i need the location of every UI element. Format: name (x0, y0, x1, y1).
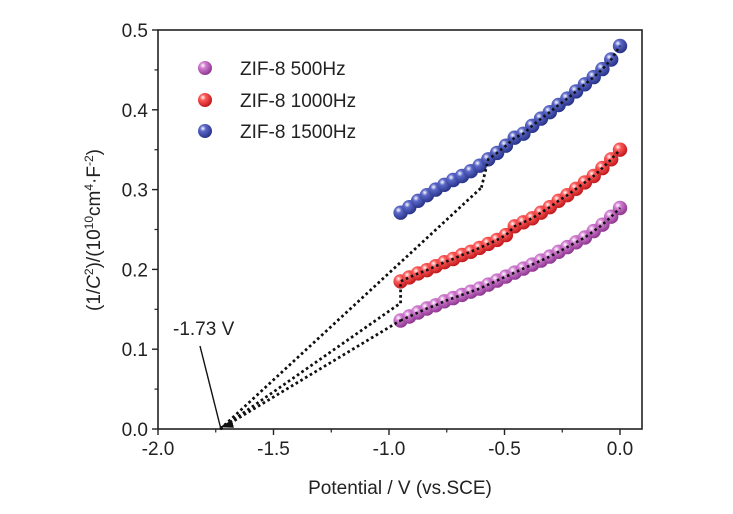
x-axis-title: Potential / V (vs.SCE) (308, 478, 492, 499)
legend-label: ZIF-8 1000Hz (240, 91, 356, 112)
fit-line-segment (480, 45, 622, 188)
legend-label: ZIF-8 500Hz (240, 59, 346, 80)
fit-lines-overlay (219, 45, 622, 431)
y-tick-label: 0.3 (122, 181, 148, 202)
y-axis-title: (1/C2)/(1010cm4·F-2) (82, 149, 105, 311)
legend: ZIF-8 500Hz ZIF-8 1000Hz ZIF-8 1500Hz (198, 59, 356, 143)
annotation-label: -1.73 V (173, 319, 235, 340)
x-axis-ticks: -2.0 -1.5 -1.0 -0.5 0.0 (142, 429, 633, 460)
legend-marker-1500hz (198, 124, 212, 138)
legend-item: ZIF-8 500Hz (198, 59, 346, 80)
fit-line (219, 186, 483, 430)
data-point (612, 142, 628, 157)
y-tick-label: 0.5 (122, 21, 148, 42)
y-tick-label: 0.1 (122, 340, 148, 361)
x-tick-label: -1.0 (373, 439, 406, 460)
fit-line (219, 302, 402, 431)
legend-label: ZIF-8 1500Hz (240, 122, 356, 143)
legend-item: ZIF-8 1500Hz (198, 122, 356, 143)
intercept-annotation: -1.73 V (173, 319, 235, 428)
data-point (604, 209, 619, 224)
legend-marker-500hz (198, 61, 212, 75)
data-point (595, 61, 610, 77)
legend-item: ZIF-8 1000Hz (198, 91, 356, 112)
legend-marker-1000hz (198, 93, 212, 107)
y-tick-label: 0.4 (122, 101, 149, 122)
y-tick-label: 0.2 (122, 260, 148, 281)
x-tick-label: 0.0 (607, 439, 633, 460)
x-tick-label: -2.0 (142, 439, 175, 460)
data-point (498, 227, 514, 243)
fit-line-segment (399, 207, 621, 323)
annotation-arrow (199, 345, 234, 428)
x-tick-label: -1.5 (257, 439, 290, 460)
fit-line (219, 319, 402, 431)
y-tick-label: 0.0 (122, 420, 148, 441)
data-points (393, 38, 628, 328)
series-zif-8-1000hz (393, 142, 628, 289)
y-axis-ticks: 0.0 0.1 0.2 0.3 0.4 0.5 (122, 21, 158, 441)
series-zif-8-1500hz (393, 38, 628, 220)
data-point (604, 152, 619, 167)
x-tick-label: -0.5 (488, 439, 521, 460)
